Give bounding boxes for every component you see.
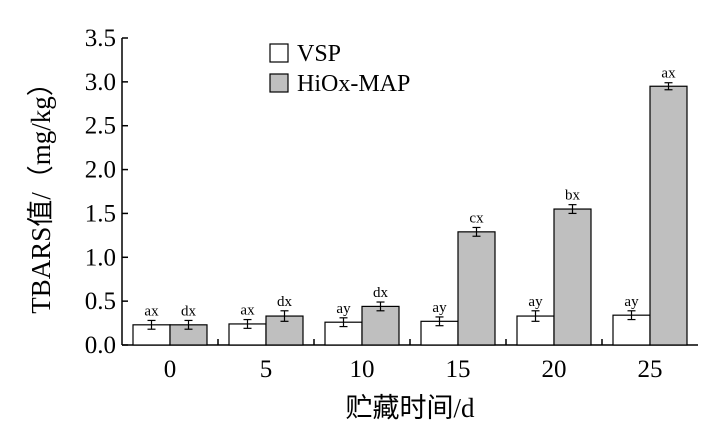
legend-label-vsp: VSP: [297, 41, 341, 67]
x-tick-label: 25: [638, 356, 663, 383]
significance-label: ay: [624, 294, 639, 310]
significance-label: ay: [336, 301, 351, 317]
hiox-map-bar: [457, 231, 496, 346]
x-tick-label: 15: [446, 356, 471, 383]
legend-swatch-vsp: [269, 43, 289, 63]
y-axis-title: TBARS值/（mg/kg）: [26, 69, 56, 314]
x-tick-label: 10: [350, 356, 375, 383]
y-tick-label: 1.0: [85, 244, 116, 271]
legend-swatch-hiox-map: [269, 73, 289, 93]
x-tick-label: 5: [260, 356, 273, 383]
x-tick-label: 20: [542, 356, 567, 383]
y-tick-label: 0.5: [85, 288, 116, 315]
significance-label: ay: [528, 294, 543, 310]
significance-label: bx: [565, 188, 581, 204]
x-tick-label: 0: [164, 356, 177, 383]
hiox-map-bar: [553, 208, 592, 346]
significance-label: dx: [373, 285, 389, 301]
significance-label: cx: [469, 210, 484, 226]
x-axis-title: 贮藏时间/d: [345, 393, 475, 423]
hiox-map-bar: [649, 85, 688, 346]
y-tick-label: 2.5: [85, 113, 116, 140]
y-tick-label: 2.0: [85, 157, 116, 184]
y-tick-label: 3.5: [85, 25, 116, 52]
legend-label-hiox-map: HiOx-MAP: [297, 71, 410, 97]
plot-area: 0.0 0.5 1.0 1.5 2.0 2.5 3.0 3.5 0 ax dx 5 ax dx 10 ay dx…: [85, 25, 698, 383]
significance-label: dx: [277, 294, 293, 310]
vsp-bar: [612, 314, 651, 346]
legend: VSP HiOx-MAP: [269, 41, 410, 97]
significance-label: ay: [432, 300, 447, 316]
significance-label: ax: [661, 66, 676, 82]
significance-label: ax: [240, 303, 255, 319]
y-tick-label: 3.0: [85, 69, 116, 96]
significance-label: ax: [144, 303, 159, 319]
y-tick-label: 0.0: [85, 332, 116, 359]
y-tick-label: 1.5: [85, 200, 116, 227]
significance-label: dx: [181, 303, 197, 319]
hiox-map-bar: [361, 305, 400, 346]
